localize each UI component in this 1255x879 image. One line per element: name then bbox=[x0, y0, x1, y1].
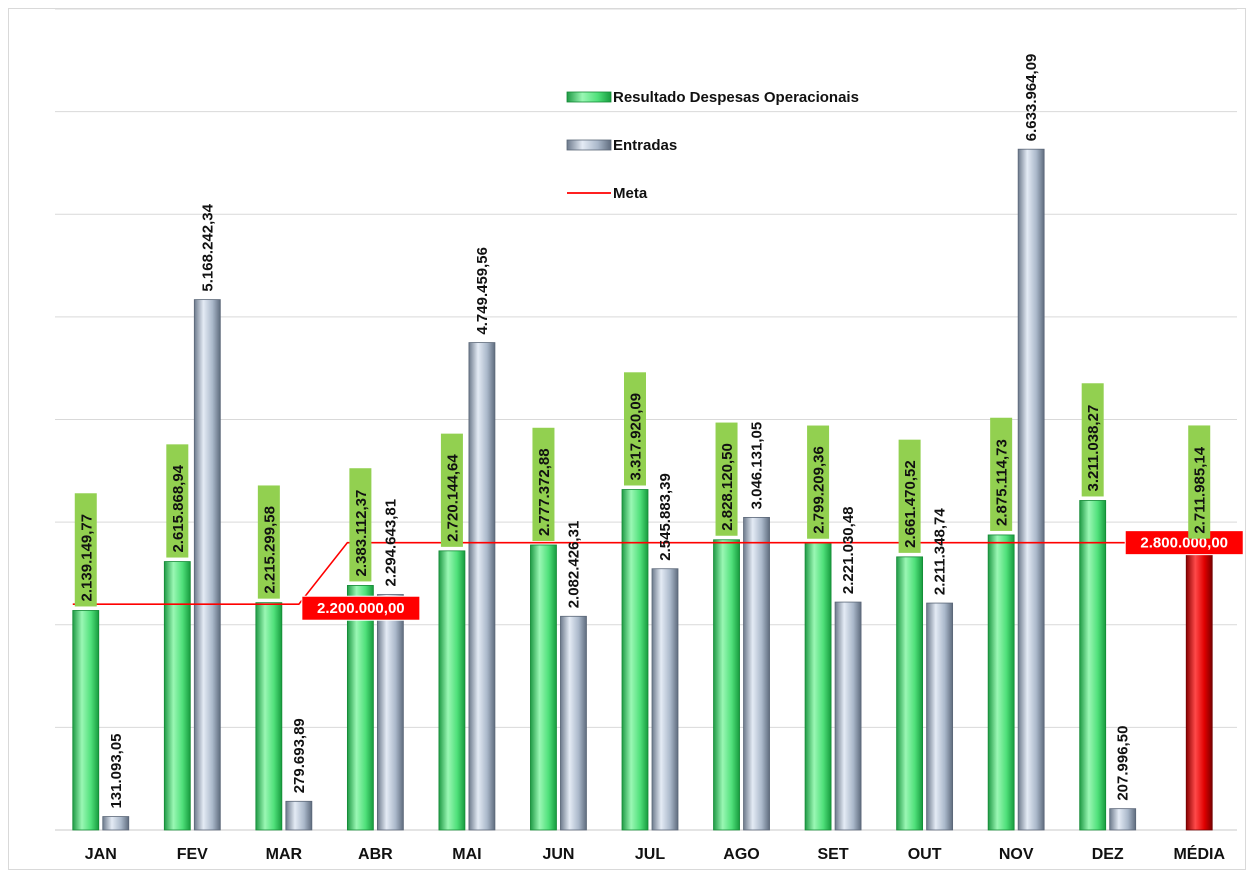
label-box-resultado-abr bbox=[349, 468, 372, 582]
x-tick-abr: ABR bbox=[358, 846, 393, 863]
chart: 2.200.000,00 2.800.000,00 131.093,05 2.139… bbox=[55, 8, 1244, 863]
meta-line bbox=[72, 541, 1147, 606]
bar-entradas-jul bbox=[651, 568, 679, 831]
bar-entradas-mar bbox=[285, 800, 313, 831]
bar-entradas-ago bbox=[743, 516, 770, 831]
bar-entradas-out bbox=[926, 602, 954, 831]
legend-label-2: Entradas bbox=[613, 137, 677, 154]
data-labels: 131.093,05 2.139.149,77 5.168.242,34 2.615.… bbox=[74, 54, 1211, 809]
label-box-resultado-jun bbox=[532, 427, 555, 541]
bar-media bbox=[1185, 542, 1213, 831]
label-box-resultado-média bbox=[1188, 425, 1211, 539]
label-entradas-out: 2.211.348,74 bbox=[932, 508, 949, 595]
meta-label-box-1 bbox=[301, 595, 421, 621]
x-tick-ago: AGO bbox=[723, 846, 759, 863]
label-box-resultado-dez bbox=[1081, 383, 1104, 497]
x-tick-mar: MAR bbox=[266, 846, 303, 863]
bar-resultado-jul bbox=[621, 489, 649, 831]
legend: Resultado Despesas Operacionais Entradas M… bbox=[566, 89, 859, 202]
x-tick-média: MÉDIA bbox=[1173, 844, 1225, 863]
label-entradas-ago: 3.046.131,05 bbox=[749, 422, 766, 510]
meta-line-group: 2.200.000,00 2.800.000,00 bbox=[72, 530, 1244, 621]
label-resultado-fev: 2.615.868,94 bbox=[170, 464, 187, 552]
bar-resultado-mai bbox=[438, 550, 466, 831]
bar-resultado-jan bbox=[72, 610, 100, 831]
meta-label-box-2 bbox=[1124, 530, 1244, 556]
label-entradas-jul: 2.545.883,39 bbox=[657, 473, 674, 561]
chart-frame: 2.200.000,00 2.800.000,00 131.093,05 2.139… bbox=[8, 8, 1246, 870]
bar-entradas-jun bbox=[560, 615, 587, 831]
legend-label-1: Resultado Despesas Operacionais bbox=[613, 89, 859, 106]
label-box-resultado-nov bbox=[990, 417, 1013, 531]
meta-label-2: 2.800.000,00 bbox=[1140, 535, 1228, 552]
label-entradas-fev: 5.168.242,34 bbox=[199, 203, 216, 291]
label-box-resultado-fev bbox=[166, 444, 189, 558]
x-tick-out: OUT bbox=[908, 846, 942, 863]
bar-entradas-set bbox=[834, 601, 862, 831]
label-resultado-nov: 2.875.114,73 bbox=[994, 439, 1011, 526]
label-box-resultado-mai bbox=[440, 433, 463, 547]
label-entradas-mar: 279.693,89 bbox=[291, 718, 308, 793]
bar-entradas-abr bbox=[376, 594, 404, 831]
label-box-resultado-jan bbox=[74, 493, 97, 607]
x-tick-mai: MAI bbox=[452, 846, 481, 863]
label-entradas-set: 2.221.030,48 bbox=[840, 506, 857, 594]
bar-entradas-nov bbox=[1017, 148, 1045, 831]
label-entradas-dez: 207.996,50 bbox=[1115, 726, 1132, 801]
label-entradas-nov: 6.633.964,09 bbox=[1023, 54, 1040, 142]
bar-entradas-mai bbox=[468, 342, 496, 831]
x-tick-jun: JUN bbox=[542, 846, 574, 863]
label-box-resultado-out bbox=[898, 439, 921, 553]
bar-entradas-fev bbox=[193, 299, 221, 831]
label-resultado-mai: 2.720.144,64 bbox=[444, 454, 461, 542]
bar-resultado-nov bbox=[987, 534, 1015, 831]
legend-swatch-2 bbox=[566, 139, 612, 151]
label-resultado-jan: 2.139.149,77 bbox=[78, 514, 95, 602]
label-resultado-jul: 3.317.920,09 bbox=[628, 393, 645, 481]
legend-swatch-1 bbox=[566, 91, 612, 103]
bar-resultado-dez bbox=[1079, 500, 1107, 831]
label-resultado-set: 2.799.209,36 bbox=[811, 446, 828, 534]
bar-resultado-jun bbox=[530, 544, 557, 831]
label-resultado-dez: 3.211.038,27 bbox=[1085, 405, 1102, 492]
label-entradas-jan: 131.093,05 bbox=[108, 733, 125, 808]
label-box-resultado-set bbox=[807, 425, 830, 539]
bar-entradas-jan bbox=[102, 816, 130, 831]
meta-label-1: 2.200.000,00 bbox=[317, 600, 405, 617]
bar-resultado-abr bbox=[346, 585, 374, 831]
x-tick-jan: JAN bbox=[85, 846, 117, 863]
label-entradas-mai: 4.749.459,56 bbox=[474, 247, 491, 335]
label-resultado-média: 2.711.985,14 bbox=[1192, 446, 1209, 533]
label-resultado-abr: 2.383.112,37 bbox=[353, 490, 370, 577]
bar-entradas-dez bbox=[1109, 808, 1137, 831]
bar-resultado-set bbox=[804, 542, 832, 831]
x-axis: JAN FEV MAR ABR MAI JUN JUL AGO SET OUT NOV DEZ MÉDI… bbox=[85, 844, 1226, 863]
label-resultado-out: 2.661.470,52 bbox=[902, 460, 919, 548]
bar-resultado-out bbox=[896, 556, 924, 831]
label-box-resultado-mar bbox=[257, 485, 280, 599]
x-tick-jul: JUL bbox=[635, 846, 665, 863]
legend-label-3: Meta bbox=[613, 185, 648, 202]
label-resultado-ago: 2.828.120,50 bbox=[719, 443, 736, 531]
bars bbox=[72, 148, 1213, 831]
bar-resultado-ago bbox=[713, 539, 740, 831]
label-resultado-jun: 2.777.372,88 bbox=[536, 448, 553, 536]
x-tick-nov: NOV bbox=[999, 846, 1034, 863]
bar-resultado-mar bbox=[255, 602, 283, 831]
bar-resultado-fev bbox=[163, 561, 191, 831]
label-box-resultado-jul bbox=[624, 372, 646, 486]
x-tick-set: SET bbox=[818, 846, 849, 863]
label-entradas-jun: 2.082.426,31 bbox=[565, 521, 582, 609]
x-tick-dez: DEZ bbox=[1092, 846, 1124, 863]
label-box-resultado-ago bbox=[715, 422, 738, 536]
label-entradas-abr: 2.294.643,81 bbox=[382, 499, 399, 587]
x-tick-fev: FEV bbox=[177, 846, 208, 863]
label-resultado-mar: 2.215.299,58 bbox=[261, 506, 278, 594]
